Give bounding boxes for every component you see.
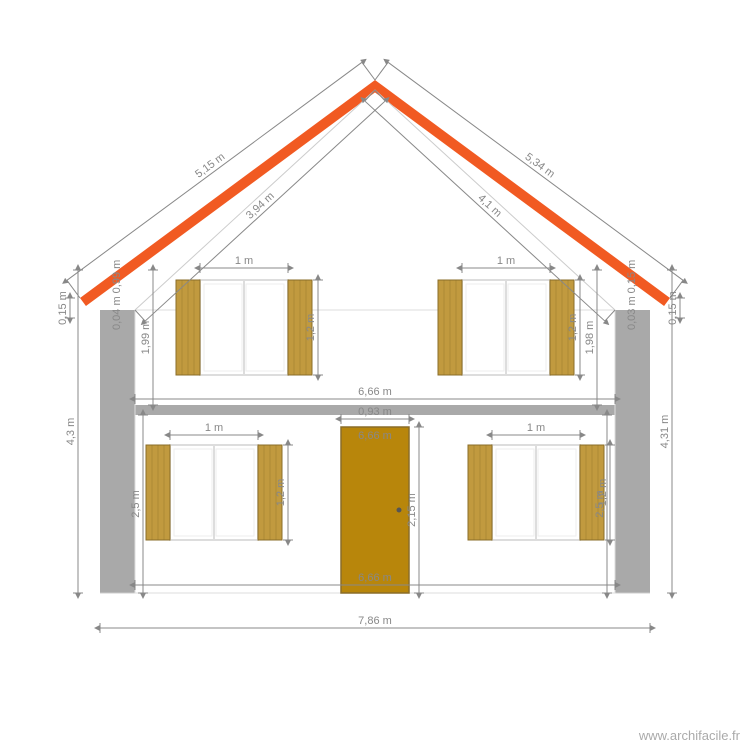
svg-text:1,2 m: 1,2 m — [305, 314, 317, 342]
svg-text:2,5 m: 2,5 m — [594, 490, 606, 518]
dim-right-small: 0,03 m 0,15 m — [626, 260, 638, 330]
window-upper_left — [200, 280, 288, 375]
window-lower_right — [492, 445, 580, 540]
svg-text:1 m: 1 m — [527, 422, 545, 434]
dim-left-small: 0,04 m 0,99 m — [111, 260, 123, 330]
svg-text:0,93 m: 0,93 m — [358, 406, 392, 418]
dim-lower-left-win-w: 1 m — [170, 422, 258, 440]
dim-roof-right-end: 0,15 m — [667, 291, 685, 325]
front-door — [341, 427, 409, 593]
dim-total-width: 7,86 m — [100, 615, 650, 633]
dim-interior-width-upper: 6,66 m — [135, 386, 615, 404]
svg-text:4,31 m: 4,31 m — [659, 415, 671, 449]
svg-text:7,86 m: 7,86 m — [358, 615, 392, 627]
shutter-upper_left_L — [176, 280, 200, 375]
dim-lower-floor-h-right: 2,5 m — [594, 415, 612, 593]
svg-text:1 m: 1 m — [497, 255, 515, 267]
svg-text:0,15 m: 0,15 m — [57, 291, 69, 325]
svg-text:2,15 m: 2,15 m — [406, 493, 418, 527]
svg-text:2,5 m: 2,5 m — [130, 490, 142, 518]
dim-roof-left-end: 0,15 m — [57, 291, 75, 325]
side-wall-left — [100, 310, 135, 593]
svg-text:1,99 m: 1,99 m — [140, 321, 152, 355]
side-wall-right — [615, 310, 650, 593]
dim-upper-left-win-w: 1 m — [200, 255, 288, 273]
svg-text:1,98 m: 1,98 m — [584, 321, 596, 355]
window-upper_right — [462, 280, 550, 375]
svg-text:6,66 m: 6,66 m — [358, 386, 392, 398]
dim-upper-right-win-w: 1 m — [462, 255, 550, 273]
dim-upper-wall-h-left: 1,99 m — [140, 270, 158, 405]
svg-text:1,2 m: 1,2 m — [567, 314, 579, 342]
door-label: 6,66 m — [358, 430, 392, 442]
house-elevation-diagram: 5,15 m5,34 m3,94 m4,1 m0,15 m0,15 m1 m1 … — [0, 0, 750, 750]
svg-text:1 m: 1 m — [205, 422, 223, 434]
svg-text:6,66 m: 6,66 m — [358, 572, 392, 584]
watermark-text: www.archifacile.fr — [638, 728, 741, 743]
gable-line — [135, 90, 615, 310]
roof-slab — [369, 80, 670, 306]
window-lower_left — [170, 445, 258, 540]
shutter-lower_left_L — [146, 445, 170, 540]
shutter-lower_right_L — [468, 445, 492, 540]
svg-text:1 m: 1 m — [235, 255, 253, 267]
shutter-upper_right_L — [438, 280, 462, 375]
roof-slab — [80, 80, 381, 306]
svg-text:1,2 m: 1,2 m — [275, 479, 287, 507]
svg-text:4,3 m: 4,3 m — [65, 418, 77, 446]
dim-lower-right-win-w: 1 m — [492, 422, 580, 440]
svg-text:0,15 m: 0,15 m — [667, 291, 679, 325]
